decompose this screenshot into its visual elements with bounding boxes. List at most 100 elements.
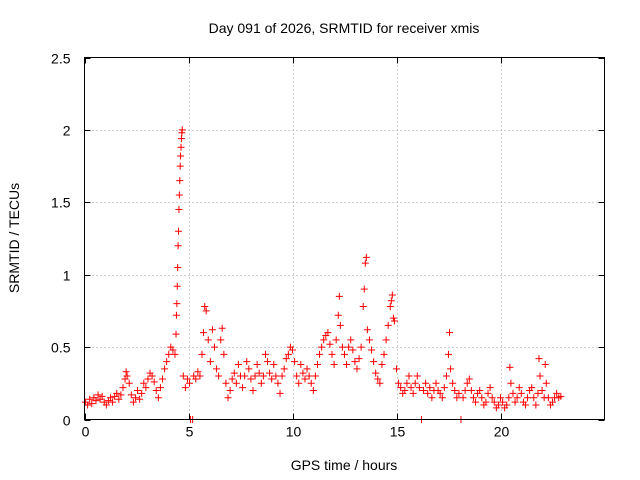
data-point (307, 379, 315, 387)
data-point (532, 401, 540, 409)
data-point (289, 346, 296, 354)
y-axis-label: SRMTID / TECUs (6, 183, 22, 293)
data-point (156, 384, 164, 392)
data-point (461, 387, 469, 395)
data-point (390, 317, 398, 325)
data-point (297, 360, 305, 368)
data-point (370, 358, 378, 366)
data-point (386, 303, 394, 311)
data-point (175, 227, 183, 235)
data-point (484, 389, 492, 397)
data-point (177, 143, 185, 151)
data-point (538, 387, 546, 395)
chart-title: Day 091 of 2026, SRMTID for receiver xmi… (209, 20, 480, 36)
data-point (251, 372, 259, 380)
data-points (82, 126, 565, 423)
data-point (397, 384, 405, 392)
data-point (224, 394, 232, 402)
data-point (174, 242, 182, 250)
axis-ticks (84, 57, 605, 421)
data-point (150, 378, 158, 386)
data-point (183, 375, 191, 383)
data-point (378, 360, 386, 368)
data-point (503, 401, 511, 409)
y-tick-label: 0.5 (51, 340, 71, 356)
data-point (446, 329, 454, 337)
data-point (278, 372, 286, 380)
data-point (123, 372, 131, 380)
y-tick-labels: 0 0.5 1 1.5 2 2.5 (51, 51, 71, 429)
data-point (125, 379, 133, 387)
data-point (506, 363, 514, 371)
data-point (175, 206, 183, 214)
data-point (86, 395, 94, 403)
data-point (177, 152, 185, 160)
data-point (299, 369, 307, 377)
data-point (361, 259, 369, 267)
data-point (524, 394, 532, 402)
data-point (422, 379, 430, 387)
data-point (261, 350, 269, 358)
data-point (357, 343, 365, 351)
data-point (199, 329, 207, 337)
data-point (176, 162, 184, 170)
data-point (217, 336, 225, 344)
data-point (129, 398, 137, 406)
data-point (407, 384, 415, 392)
data-point (465, 375, 473, 383)
data-point (426, 384, 434, 392)
data-point (332, 336, 340, 344)
data-point (293, 372, 301, 380)
data-point (338, 343, 346, 351)
data-point (490, 398, 498, 406)
y-tick-label: 1 (63, 268, 71, 284)
data-point (226, 387, 234, 395)
data-point (455, 389, 463, 397)
data-point (270, 360, 278, 368)
y-tick-label: 1.5 (51, 195, 71, 211)
data-point (140, 379, 148, 387)
data-point (148, 372, 156, 380)
data-point (309, 387, 317, 395)
data-point (127, 391, 135, 399)
data-point (176, 177, 184, 185)
data-point (303, 365, 311, 373)
data-point (413, 372, 421, 380)
data-point (513, 394, 521, 402)
data-point (181, 384, 189, 392)
data-point (276, 389, 284, 397)
data-point (472, 398, 480, 406)
data-point (403, 379, 411, 387)
data-point (482, 398, 490, 406)
x-tick-labels: 0 5 10 15 20 (82, 424, 510, 440)
data-point (384, 321, 392, 329)
data-point (274, 379, 282, 387)
data-point (374, 375, 382, 383)
data-point (172, 311, 180, 319)
data-point (311, 372, 319, 380)
data-point (178, 126, 186, 134)
data-point (509, 389, 517, 397)
data-point (336, 321, 344, 329)
data-point (359, 303, 367, 311)
data-point (478, 394, 486, 402)
data-point (505, 394, 513, 402)
data-point (553, 389, 561, 397)
data-point (122, 368, 130, 376)
data-point (362, 253, 370, 261)
data-point (360, 285, 368, 293)
data-point (530, 394, 538, 402)
data-point (389, 314, 397, 322)
data-point (368, 346, 376, 354)
x-axis-label: GPS time / hours (291, 457, 398, 473)
data-point (291, 358, 299, 366)
data-point (395, 379, 403, 387)
data-point (115, 395, 123, 403)
data-point (363, 326, 371, 334)
data-point (424, 389, 432, 397)
data-point (388, 291, 396, 299)
data-point (335, 292, 343, 300)
data-point (113, 389, 121, 397)
data-point (521, 401, 529, 409)
data-point (549, 398, 556, 406)
